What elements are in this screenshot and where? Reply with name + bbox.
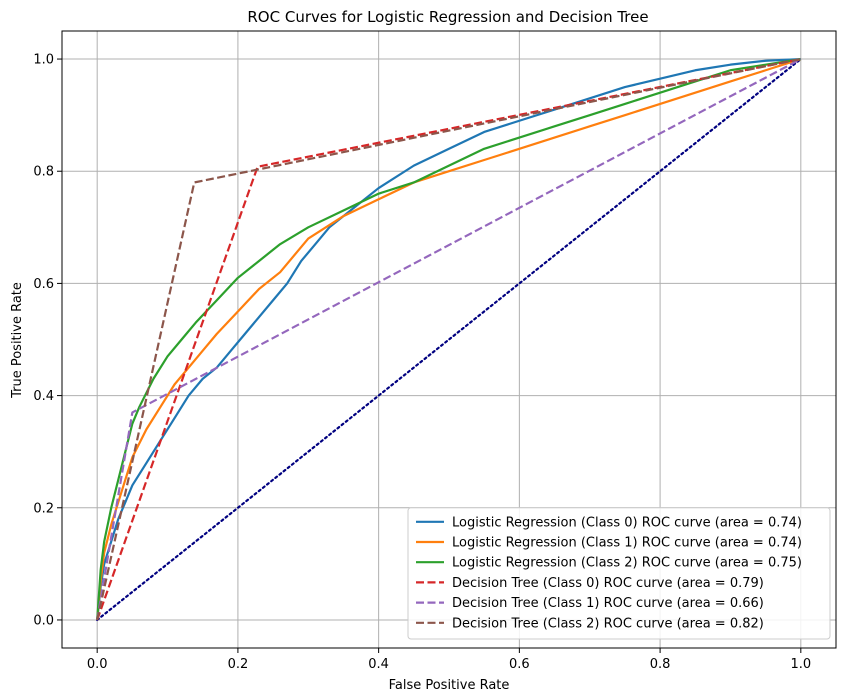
x-tick-label: 0.2 <box>228 657 249 672</box>
x-tick-label: 0.8 <box>650 657 671 672</box>
series-line-1 <box>96 58 802 621</box>
legend-label-0: Logistic Regression (Class 0) ROC curve … <box>452 515 802 530</box>
y-tick-label: 0.6 <box>33 277 54 292</box>
legend-label-5: Decision Tree (Class 2) ROC curve (area … <box>452 616 764 631</box>
legend-label-2: Logistic Regression (Class 2) ROC curve … <box>452 556 802 571</box>
plot-area <box>96 57 802 622</box>
x-tick-label: 0.4 <box>368 657 389 672</box>
series-line-0 <box>96 57 801 621</box>
series-line-2 <box>96 57 801 621</box>
y-tick-label: 1.0 <box>33 53 54 68</box>
x-axis-label: False Positive Rate <box>389 678 510 693</box>
series-line-4 <box>96 58 802 621</box>
plot-frame <box>61 30 837 649</box>
y-tick-label: 0.4 <box>33 389 54 404</box>
legend-label-3: Decision Tree (Class 0) ROC curve (area … <box>452 576 764 591</box>
grid <box>62 31 836 648</box>
y-axis-label: True Positive Rate <box>10 282 25 399</box>
x-tick-label: 0.6 <box>509 657 530 672</box>
legend-label-4: Decision Tree (Class 1) ROC curve (area … <box>452 596 764 611</box>
y-tick-label: 0.8 <box>33 165 54 180</box>
legend-label-1: Logistic Regression (Class 1) ROC curve … <box>452 536 802 551</box>
chart-title: ROC Curves for Logistic Regression and D… <box>247 8 648 26</box>
x-axis-ticks: 0.0 0.2 0.4 0.6 0.8 1.0 <box>87 648 811 672</box>
legend-box <box>407 507 831 640</box>
chance-reference-line <box>96 57 802 622</box>
x-tick-label: 0.0 <box>87 657 108 672</box>
legend: Logistic Regression (Class 0) ROC curve … <box>407 507 831 640</box>
y-tick-label: 0.2 <box>33 501 54 516</box>
y-tick-label: 0.0 <box>33 613 54 628</box>
x-tick-label: 1.0 <box>790 657 811 672</box>
y-axis-ticks: 0.0 0.2 0.4 0.6 0.8 1.0 <box>33 53 62 628</box>
